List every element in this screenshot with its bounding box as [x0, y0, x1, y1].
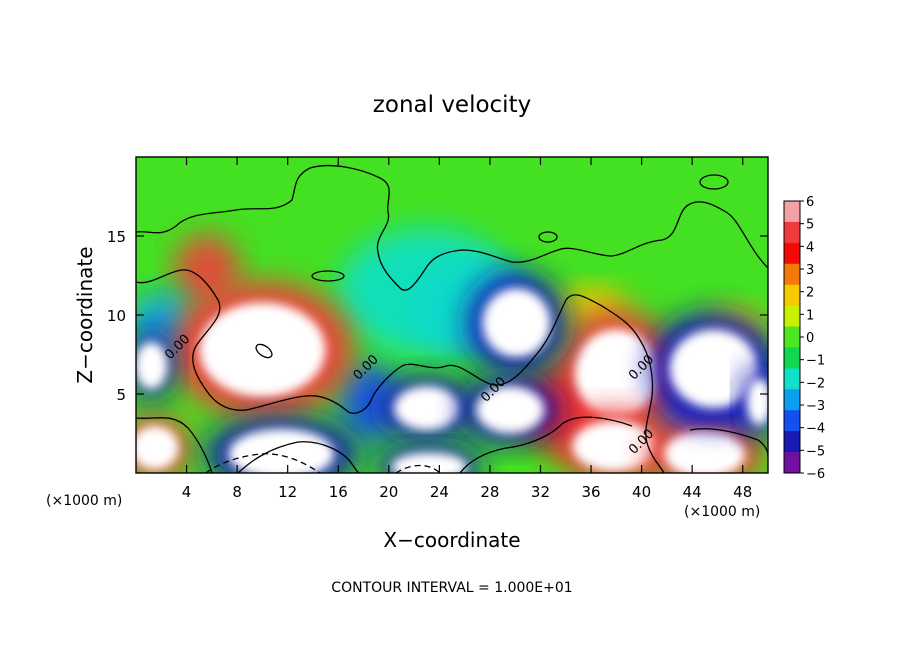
- colorbar-label-3: 3: [806, 263, 814, 278]
- colorbar-swatch-4: [784, 284, 800, 307]
- x-tick-label-2: 12: [278, 483, 297, 501]
- x-unit-label-left: (×1000 m): [46, 493, 122, 509]
- chart-title: zonal velocity: [373, 92, 531, 118]
- colorbar-label-8: −2: [806, 376, 825, 391]
- contour-line-lower: [136, 416, 768, 473]
- x-tick-label-5: 24: [430, 483, 449, 501]
- contour-loop-small: [255, 343, 273, 359]
- field-core-8: [393, 386, 460, 431]
- colorbar-label-6: 0: [806, 331, 814, 346]
- colorbar-label-5: 1: [806, 308, 814, 323]
- contour-loop-upper-right: [699, 174, 729, 190]
- field-blob-13: [173, 234, 240, 304]
- field-core-1: [574, 329, 659, 418]
- colorbar-swatch-12: [784, 452, 800, 474]
- y-tick-label-0: 5: [116, 386, 126, 404]
- contour-line-dashed: [205, 453, 441, 473]
- axis-ticks: [136, 157, 768, 473]
- colorbar-label-1: 5: [806, 218, 814, 233]
- contour-loop-top: [538, 231, 558, 243]
- contour-line-left: [136, 269, 373, 414]
- colorbar-swatch-6: [784, 326, 800, 348]
- colorbar-swatch-10: [784, 410, 800, 432]
- zero-contours: [136, 165, 768, 473]
- colorbar-label-12: −6: [806, 467, 825, 482]
- colorbar-label-4: 2: [806, 286, 814, 301]
- field-core-4: [136, 425, 179, 470]
- field-core-2: [572, 420, 656, 472]
- colorbar-label-9: −3: [806, 399, 825, 414]
- colorbar-swatch-5: [784, 305, 800, 328]
- x-tick-label-1: 8: [232, 483, 242, 501]
- field-core-6: [669, 329, 758, 409]
- field-core-9: [476, 386, 545, 434]
- x-tick-labels: 4 8 12 16 20 24 28 32 36 40 44 48: [182, 483, 752, 501]
- colorbar-swatch-9: [784, 389, 800, 411]
- y-axis-label: Z−coordinate: [73, 246, 97, 383]
- x-axis-label: X−coordinate: [383, 528, 520, 552]
- x-tick-label-8: 36: [581, 483, 600, 501]
- colorbar-label-2: 4: [806, 240, 814, 255]
- x-tick-label-0: 4: [182, 483, 192, 501]
- x-tick-label-9: 40: [632, 483, 651, 501]
- field-core-10: [136, 341, 168, 390]
- colorbar: 6 5 4 3 2 1 0 −1 −2 −3 −4 −5 −6: [783, 195, 825, 482]
- contour-line-middle: [371, 294, 665, 473]
- colorbar-label-10: −4: [806, 422, 825, 437]
- y-tick-label-1: 10: [107, 307, 126, 325]
- x-tick-label-11: 48: [733, 483, 752, 501]
- x-unit-label-right: (×1000 m): [684, 504, 760, 520]
- colorbar-swatch-2: [784, 242, 800, 265]
- colorbar-swatch-7: [784, 347, 800, 369]
- colorbar-label-11: −5: [806, 444, 825, 459]
- contour-loop-upper-left: [311, 270, 345, 282]
- contour-interval-footer: CONTOUR INTERVAL = 1.000E+01: [331, 580, 572, 596]
- field-core-11: [391, 452, 468, 473]
- x-tick-label-3: 16: [329, 483, 348, 501]
- colorbar-label-0: 6: [806, 195, 814, 210]
- colorbar-swatch-1: [784, 221, 800, 244]
- field-core-12: [746, 378, 768, 426]
- colorbar-label-7: −1: [806, 354, 825, 369]
- colorbar-swatch-3: [784, 263, 800, 286]
- x-tick-label-6: 28: [480, 483, 499, 501]
- y-tick-label-2: 15: [107, 228, 126, 246]
- colorbar-swatch-8: [784, 368, 800, 390]
- field-core-0: [199, 302, 326, 398]
- field-core-5: [482, 288, 551, 358]
- x-tick-label-7: 32: [531, 483, 550, 501]
- colorbar-swatch-0: [784, 201, 800, 223]
- x-tick-label-10: 44: [683, 483, 702, 501]
- contour-line-upper: [136, 165, 768, 291]
- plot-area: 0.000.000.000.000.00: [135, 156, 769, 474]
- colorbar-swatch-11: [784, 431, 800, 453]
- x-tick-label-4: 20: [379, 483, 398, 501]
- velocity-field: [136, 228, 768, 473]
- field-core-3: [664, 430, 746, 473]
- y-tick-labels: 5 10 15: [107, 228, 126, 404]
- field-core-7: [228, 428, 335, 473]
